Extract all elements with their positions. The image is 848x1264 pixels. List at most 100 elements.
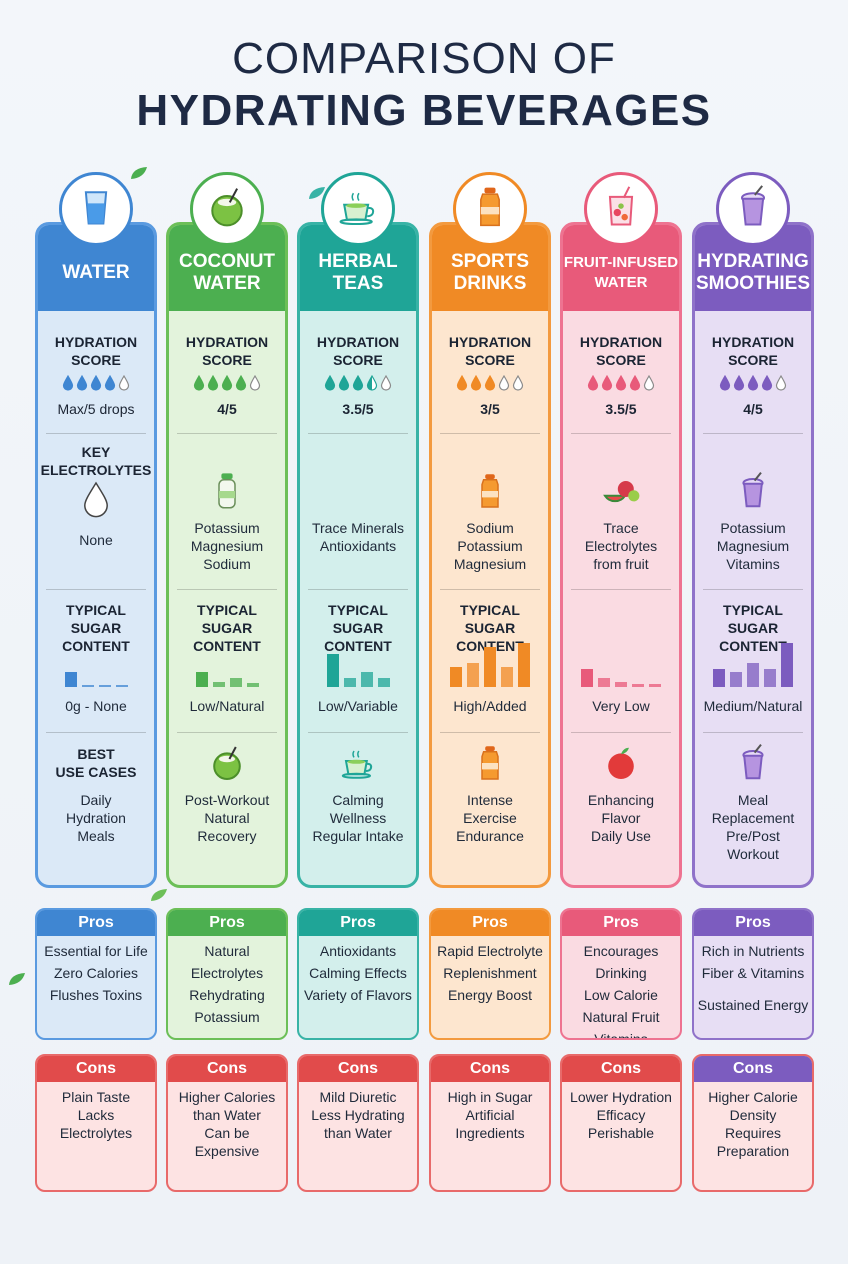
fruit-hydration-drops xyxy=(563,374,679,396)
water-header-icon-circle xyxy=(59,172,133,246)
section-divider xyxy=(308,589,408,590)
water-sugar-content-label: TYPICAL SUGAR CONTENT xyxy=(38,601,154,655)
water-drop-icon xyxy=(338,374,350,396)
cons-header: Cons xyxy=(299,1056,417,1082)
electrolyte-item: Sodium xyxy=(466,520,514,536)
leaf-icon xyxy=(150,888,168,907)
leaf-icon xyxy=(308,186,326,205)
sports-electrolytes-list: Sodium Potassium Magnesium xyxy=(432,519,548,573)
section-label-line: SCORE xyxy=(465,352,515,368)
section-divider xyxy=(440,589,540,590)
sports-cons-list: High in Sugar Artificial Ingredients xyxy=(431,1082,549,1142)
sugar-level-bar xyxy=(632,684,644,687)
bottle-icon xyxy=(207,471,247,516)
coconut-sugar-bars xyxy=(169,643,285,687)
cons-item: than Water xyxy=(324,1125,392,1141)
fruit-card: FRUIT-INFUSED WATER HYDRATION SCORE 3.5/5 Tra… xyxy=(560,222,682,888)
cons-item: Higher Calorie xyxy=(708,1089,798,1105)
section-divider xyxy=(703,433,803,434)
water-cons-box: Cons Plain Taste Lacks Electrolytes xyxy=(35,1054,157,1192)
herbal-pros-list: Antioxidants Calming Effects Variety of Fl… xyxy=(299,936,417,1004)
use-case-item: Hydration xyxy=(66,810,126,826)
cons-item: Artificial xyxy=(465,1107,515,1123)
smoothies-cons-list: Higher Calorie Density Requires Preparation xyxy=(694,1082,812,1160)
herbal-cons-list: Mild Diuretic Less Hydrating than Water xyxy=(299,1082,417,1142)
coconut-cons-list: Higher Calories than Water Can be Expensive xyxy=(168,1082,286,1160)
section-divider xyxy=(46,433,146,434)
herbal-header-icon-circle xyxy=(321,172,395,246)
use-case-item: Meals xyxy=(77,828,115,844)
section-label-line: TYPICAL xyxy=(66,602,126,618)
water-sugar-bars xyxy=(38,643,154,687)
fruit-jar-icon xyxy=(598,184,644,235)
sugar-level-bar xyxy=(501,667,513,687)
section-label-line: SCORE xyxy=(596,352,646,368)
electrolyte-item: Antioxidants xyxy=(319,538,397,554)
use-case-item: Endurance xyxy=(456,828,524,844)
use-case-item: Flavor xyxy=(601,810,641,826)
pros-header: Pros xyxy=(431,910,549,936)
section-divider xyxy=(308,732,408,733)
water-card: WATER HYDRATION SCORE Max/5 drops KEY ELECTRO… xyxy=(35,222,157,888)
water-drop-icon xyxy=(456,374,468,396)
water-best-use-label: BEST USE CASES xyxy=(38,745,154,781)
herbal-use-cases-list: Calming Wellness Regular Intake xyxy=(300,791,416,845)
fruit-title-line: WATER xyxy=(594,274,648,291)
sports-header-icon-circle xyxy=(453,172,527,246)
cons-item: Mild Diuretic xyxy=(319,1089,397,1105)
herbal-sugar-content-label: TYPICAL SUGAR CONTENT xyxy=(300,601,416,655)
section-divider xyxy=(440,732,540,733)
water-drop-icon xyxy=(601,374,613,396)
sugar-level-bar xyxy=(326,654,339,687)
water-drop-icon xyxy=(207,374,219,396)
coconut-header-icon-circle xyxy=(190,172,264,246)
fruit-title-line: FRUIT-INFUSED xyxy=(563,254,679,271)
herbal-title-line: TEAS xyxy=(332,273,384,294)
section-label-line: HYDRATION xyxy=(579,334,663,350)
section-label-line: BEST xyxy=(77,746,115,762)
pros-item: Low Calorie xyxy=(584,987,658,1003)
cons-item: Less Hydrating xyxy=(311,1107,405,1123)
sports-cons-box: Cons High in Sugar Artificial Ingredients xyxy=(429,1054,551,1192)
smoothies-sugar-content-label: TYPICAL SUGAR CONTENT xyxy=(695,601,811,655)
pros-item: Calming Effects xyxy=(309,965,407,981)
section-divider xyxy=(177,433,277,434)
water-drop-icon xyxy=(733,374,745,396)
pros-item: Essential for Life xyxy=(44,943,148,959)
pros-header: Pros xyxy=(694,910,812,936)
sugar-level-bar xyxy=(98,685,111,687)
electrolyte-item: Potassium xyxy=(194,520,260,536)
section-divider xyxy=(703,732,803,733)
tea-cup-icon xyxy=(338,743,378,788)
section-label-line: SUGAR CONTENT xyxy=(193,620,261,654)
herbal-sugar-value: Low/Variable xyxy=(318,698,398,714)
section-divider xyxy=(177,589,277,590)
pros-item: Natural Fruit xyxy=(582,1009,660,1025)
use-case-item: Meal xyxy=(737,792,769,808)
water-drop-icon xyxy=(90,374,102,396)
fruit-sugar-value: Very Low xyxy=(592,698,650,714)
smoothies-use-cases-list: Meal Replacement Pre/Post Workout xyxy=(695,791,811,863)
cons-item: Density xyxy=(729,1107,777,1123)
sports-bottle-icon xyxy=(470,743,510,788)
fruit-hydration-score-label: HYDRATION SCORE xyxy=(563,333,679,369)
pros-header: Pros xyxy=(562,910,680,936)
herbal-pros-box: Pros Antioxidants Calming Effects Variety o… xyxy=(297,908,419,1040)
sports-pros-box: Pros Rapid Electrolyte Replenishment Energy… xyxy=(429,908,551,1040)
pros-header: Pros xyxy=(37,910,155,936)
section-label-line: TYPICAL xyxy=(723,602,783,618)
section-label-line: SUGAR CONTENT xyxy=(324,620,392,654)
water-use-cases-list: Daily Hydration Meals xyxy=(38,791,154,845)
coconut-icon xyxy=(207,743,247,788)
use-case-item: Wellness xyxy=(329,810,387,826)
section-label-line: USE CASES xyxy=(55,764,137,780)
coconut-use-cases-list: Post-Workout Natural Recovery xyxy=(169,791,285,845)
electrolyte-item: Sodium xyxy=(203,556,251,572)
herbal-cons-box: Cons Mild Diuretic Less Hydrating than Wate… xyxy=(297,1054,419,1192)
smoothies-hydration-score-label: HYDRATION SCORE xyxy=(695,333,811,369)
herbal-hydration-drops xyxy=(300,374,416,396)
water-drop-icon xyxy=(62,374,74,396)
smoothies-pros-list: Rich in Nutrients Fiber & Vitamins Sustain… xyxy=(694,936,812,1014)
section-divider xyxy=(703,589,803,590)
section-label-line: SCORE xyxy=(728,352,778,368)
